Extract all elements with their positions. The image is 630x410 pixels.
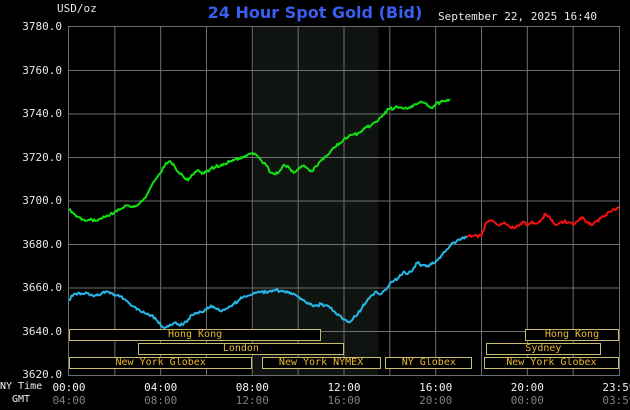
- x-axis-ny-tick: 08:00: [235, 381, 269, 394]
- y-axis-unit-label: USD/oz: [57, 2, 97, 15]
- y-axis-tick-label: 3760.0: [22, 63, 62, 77]
- x-axis-ny-tick: 20:00: [510, 381, 544, 394]
- y-axis-tick-label: 3620.0: [22, 368, 62, 381]
- session-bar-new-york-globex: New York Globex: [483, 357, 619, 369]
- x-axis-gmt-label: GMT: [12, 394, 31, 405]
- x-axis-gmt-tick: 00:00: [510, 394, 544, 407]
- session-bar-london: London: [137, 343, 344, 355]
- session-bar-new-york-globex: New York Globex: [69, 357, 253, 369]
- x-axis-ny-tick: 00:00: [52, 381, 86, 394]
- x-axis-gmt-tick: 20:00: [419, 394, 453, 407]
- x-axis-ny-tick: 12:00: [327, 381, 361, 394]
- session-bar-new-york-nymex: New York NYMEX: [261, 357, 381, 369]
- session-bar-label: New York NYMEX: [278, 357, 364, 368]
- price-line-last: [69, 98, 451, 223]
- session-bar-label: NY Globex: [401, 357, 456, 368]
- session-bar-label: Hong Kong: [167, 329, 223, 340]
- y-axis-tick-label: 3640.0: [22, 324, 62, 338]
- session-bar-label: Sydney: [525, 343, 562, 354]
- x-axis-ny-tick: 04:00: [144, 381, 178, 394]
- quote-datetime: September 22, 2025 16:40: [438, 10, 597, 23]
- x-axis-gmt-tick: 03:59: [602, 394, 630, 407]
- session-bar-label: Hong Kong: [544, 329, 600, 340]
- x-axis-gmt-tick: 08:00: [144, 394, 178, 407]
- session-bar-hong-kong: Hong Kong: [525, 329, 619, 341]
- y-axis-tick-label: 3660.0: [22, 281, 62, 294]
- x-axis-ny-label: NY Time: [0, 381, 43, 392]
- price-line-prev-close: [69, 235, 469, 330]
- price-line-sunday: [466, 206, 619, 239]
- session-bar-sydney: Sydney: [486, 343, 601, 355]
- x-axis-ny-tick: 16:00: [419, 381, 453, 394]
- y-axis-tick-label: 3680.0: [22, 237, 62, 251]
- x-axis-gmt-tick: 12:00: [235, 394, 269, 407]
- session-bar-hong-kong: Hong Kong: [69, 329, 322, 341]
- session-bar-label: New York Globex: [115, 357, 206, 368]
- session-bar-label: London: [222, 343, 259, 354]
- plot-area: [68, 26, 620, 376]
- x-axis-gmt-tick: 04:00: [52, 394, 86, 407]
- page-title: 24 Hour Spot Gold (Bid): [207, 3, 423, 22]
- y-axis-tick-label: 3780.0: [22, 20, 62, 33]
- session-bar-ny-globex: NY Globex: [385, 357, 473, 369]
- x-axis-gmt-tick: 16:00: [327, 394, 361, 407]
- session-bar-label: New York Globex: [506, 357, 597, 368]
- price-series-svg: [69, 27, 619, 375]
- y-axis-tick-label: 3740.0: [22, 107, 62, 120]
- x-axis-ny-tick: 23:59: [602, 381, 630, 394]
- y-axis-tick-label: 3700.0: [22, 194, 62, 207]
- y-axis-tick-label: 3720.0: [22, 150, 62, 164]
